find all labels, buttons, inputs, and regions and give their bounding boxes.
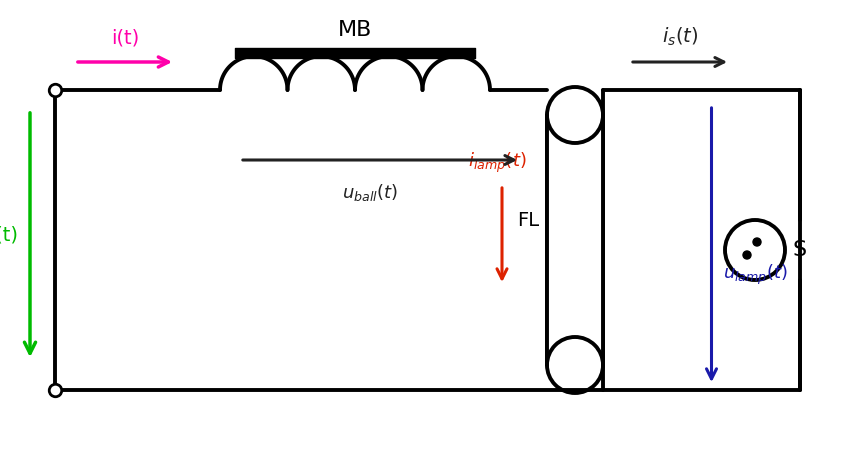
Text: MB: MB: [338, 20, 372, 40]
Circle shape: [753, 238, 761, 246]
Text: S: S: [793, 240, 807, 260]
Bar: [547, 115, 603, 365]
Text: FL: FL: [517, 211, 539, 229]
Text: $i_{lamp}(t)$: $i_{lamp}(t)$: [468, 151, 526, 175]
Text: $i_s(t)$: $i_s(t)$: [662, 26, 698, 48]
Text: $u_{ball}(t)$: $u_{ball}(t)$: [342, 182, 398, 203]
Text: i(t): i(t): [111, 29, 139, 48]
Text: u(t): u(t): [0, 225, 18, 245]
Text: $u_{lamp}(t)$: $u_{lamp}(t)$: [723, 263, 788, 287]
Circle shape: [743, 251, 751, 259]
